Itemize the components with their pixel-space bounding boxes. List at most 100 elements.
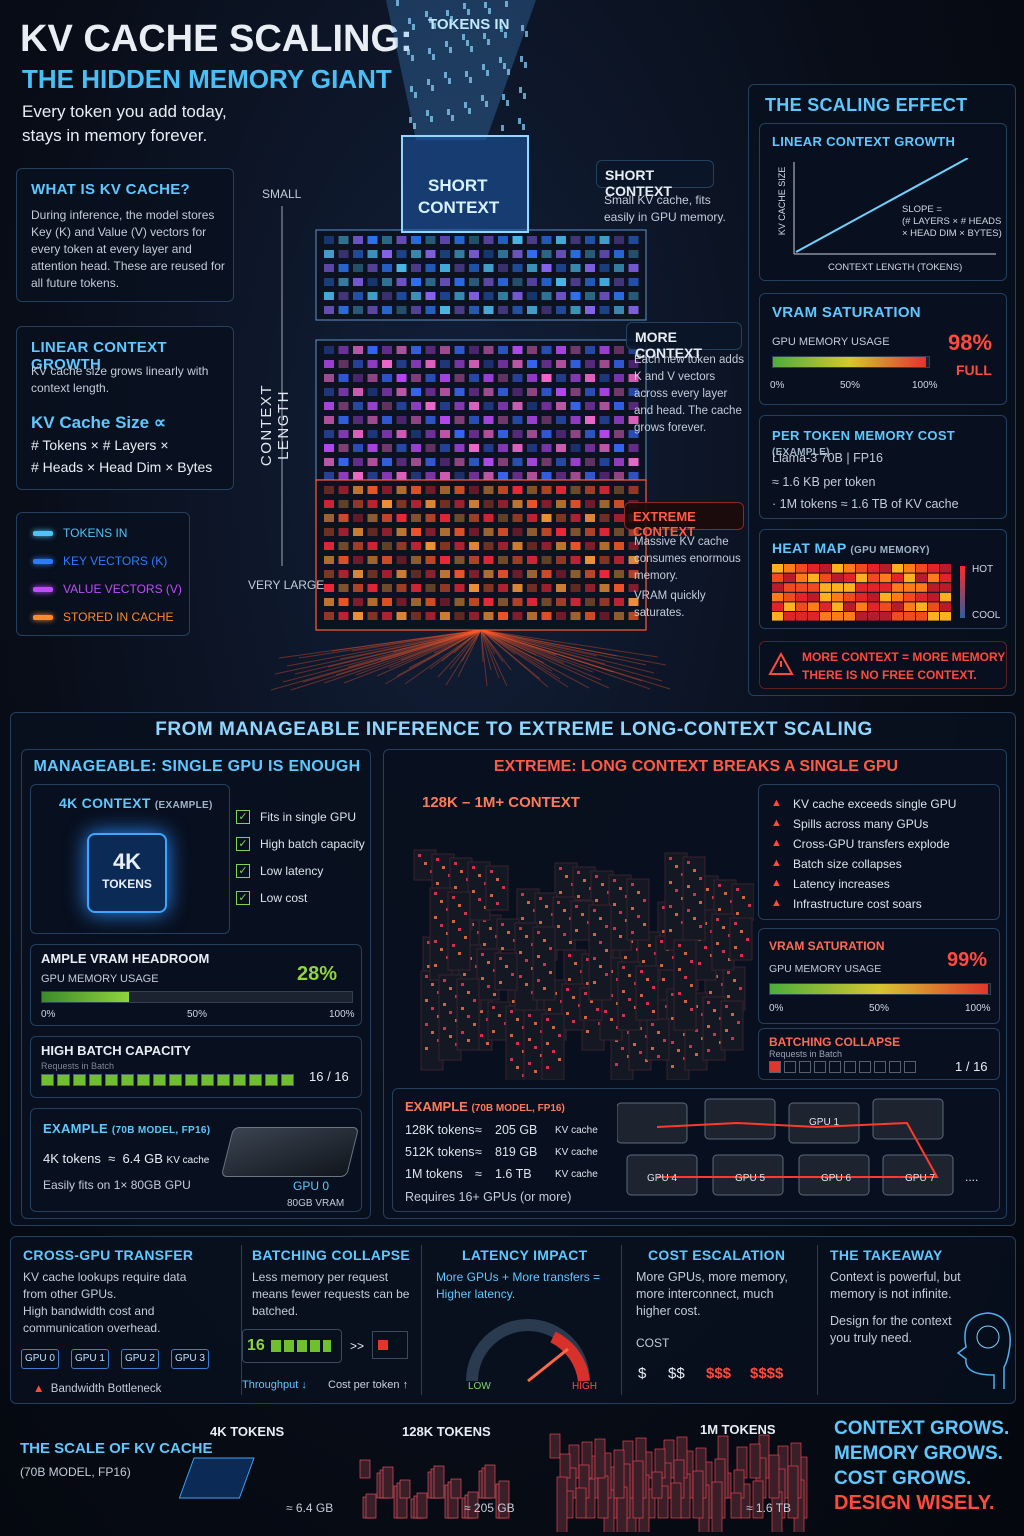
heat-cell [796,564,807,573]
vram-label: 80GB VRAM [287,1198,345,1209]
heat-cell [892,583,903,592]
batch-slot [249,1074,262,1086]
building [559,1453,571,1479]
heat-cell [892,612,903,621]
memory-cell [585,430,595,438]
memory-cell [382,486,392,494]
token-bit [411,55,414,61]
example-cell: ≈ [475,1123,482,1137]
memory-cell [614,236,624,244]
memory-cell [469,612,479,620]
memory-cell [411,250,421,258]
window [558,1058,561,1061]
building [670,1482,682,1519]
window [418,854,421,857]
memory-cell [512,236,523,244]
memory-cell [411,430,421,438]
memory-cell [498,444,508,452]
window [595,875,598,878]
window [454,862,457,865]
memory-cell [483,346,494,354]
window [467,1015,470,1018]
batch-slot [185,1074,198,1086]
memory-cell [440,598,450,606]
building [749,1443,761,1479]
memory-cell [367,598,378,606]
heat-cell [832,564,843,573]
scale-title: THE SCALE OF KV CACHE [20,1440,213,1457]
memory-cell [440,612,450,620]
spark [480,629,565,664]
memory-cell [338,584,349,592]
card-title: AMPLE VRAM HEADROOM [41,951,210,966]
window [548,1008,551,1011]
window [722,926,725,929]
memory-cell [541,556,552,564]
window [537,979,540,982]
x-label: CONTEXT LENGTH (TOKENS) [828,262,963,273]
memory-cell [382,346,392,354]
heat-cell [820,573,831,583]
memory-cell [512,250,523,258]
window [539,897,542,900]
spark [282,629,482,683]
heat-cell [868,602,879,611]
window [512,1000,515,1003]
memory-cell [469,528,479,536]
window [631,907,634,910]
window [528,1014,531,1017]
memory-cell [454,444,465,452]
memory-cell [556,458,566,466]
memory-cell [628,416,639,424]
window [619,887,622,890]
window [452,896,455,899]
memory-cell [411,374,421,382]
usage-label: GPU MEMORY USAGE [772,336,890,348]
memory-cell [570,584,581,592]
window [454,886,457,889]
memory-cell [483,500,494,508]
memory-cell [570,264,581,272]
window [742,896,745,899]
building [635,965,659,1021]
heat-cell [904,573,915,583]
window [678,968,681,971]
window [473,1023,476,1026]
memory-cell [454,584,465,592]
window [740,954,743,957]
memory-cell [469,236,479,244]
heat-cell [844,573,855,583]
scale-item-size: ≈ 1.6 TB [746,1501,792,1515]
check-icon: ✓ [236,891,250,905]
memory-cell [556,612,566,620]
window [725,1005,728,1008]
memory-cell [338,598,349,606]
card-title: CROSS-GPU TRANSFER [23,1247,194,1263]
token-bit [481,95,484,101]
memory-cell [512,278,523,286]
heat-cell [808,612,819,621]
legend-label: TOKENS IN [63,526,128,540]
warning-icon: ▲ [771,857,782,869]
window [669,881,672,884]
token-bit [500,26,503,32]
window [568,954,571,957]
note: (70B MODEL, FP16) [471,1103,565,1114]
memory-cell [411,598,421,606]
spark [480,629,610,689]
memory-cell [367,278,378,286]
memory-cell [541,528,552,536]
context-title: 128K – 1M+ CONTEXT [422,794,580,811]
window [727,995,730,998]
memory-cell [353,556,363,564]
memory-cell [599,250,610,258]
window [663,1039,666,1042]
heat-cell [808,583,819,592]
batch-slot [121,1074,134,1086]
memory-cell [411,556,421,564]
memory-cell [324,250,334,258]
window [605,925,608,928]
memory-cell [338,500,349,508]
memory-cell [353,402,363,410]
window [516,1018,519,1021]
